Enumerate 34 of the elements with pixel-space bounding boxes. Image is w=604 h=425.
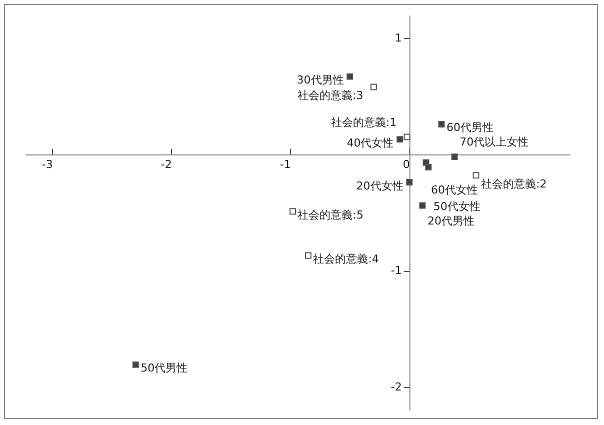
- y-tick-label: -2: [390, 380, 402, 394]
- annotation: 社会的意義:2: [480, 177, 547, 190]
- x-tick-label: -2: [160, 158, 172, 171]
- annotation: 社会的意義:4: [313, 252, 379, 266]
- point: [425, 164, 432, 170]
- annotation: 50代男性: [140, 362, 188, 375]
- point: [406, 179, 413, 186]
- annotation: 50代女性: [433, 200, 480, 214]
- y-tick-label: -1: [390, 264, 402, 278]
- point: [132, 361, 139, 368]
- annotation: 60代男性: [446, 121, 494, 134]
- annotation: 社会的意義:3: [298, 89, 364, 102]
- x-tick-label: -3: [42, 158, 53, 171]
- annotation: 社会的意義:1: [330, 116, 397, 129]
- point: [346, 73, 354, 80]
- point: [472, 172, 480, 179]
- point: [451, 153, 458, 160]
- annotation: 社会的意義:5: [298, 208, 364, 222]
- annotation: 40代女性: [346, 136, 394, 150]
- point: [419, 202, 426, 209]
- point: [396, 136, 404, 143]
- point: [404, 134, 410, 140]
- x-tick-label: 0: [402, 158, 410, 171]
- point: [304, 252, 312, 259]
- point: [370, 84, 377, 90]
- annotation: 20代女性: [356, 179, 404, 192]
- x-tick-label: -1: [280, 158, 291, 171]
- point: [290, 208, 296, 215]
- annotation: 20代男性: [427, 214, 474, 228]
- y-tick-label: 1: [394, 32, 402, 45]
- annotation: 60代女性: [431, 184, 478, 197]
- point: [438, 120, 445, 128]
- annotation: 70代以上女性: [460, 136, 529, 149]
- annotation: 30代男性: [296, 74, 344, 87]
